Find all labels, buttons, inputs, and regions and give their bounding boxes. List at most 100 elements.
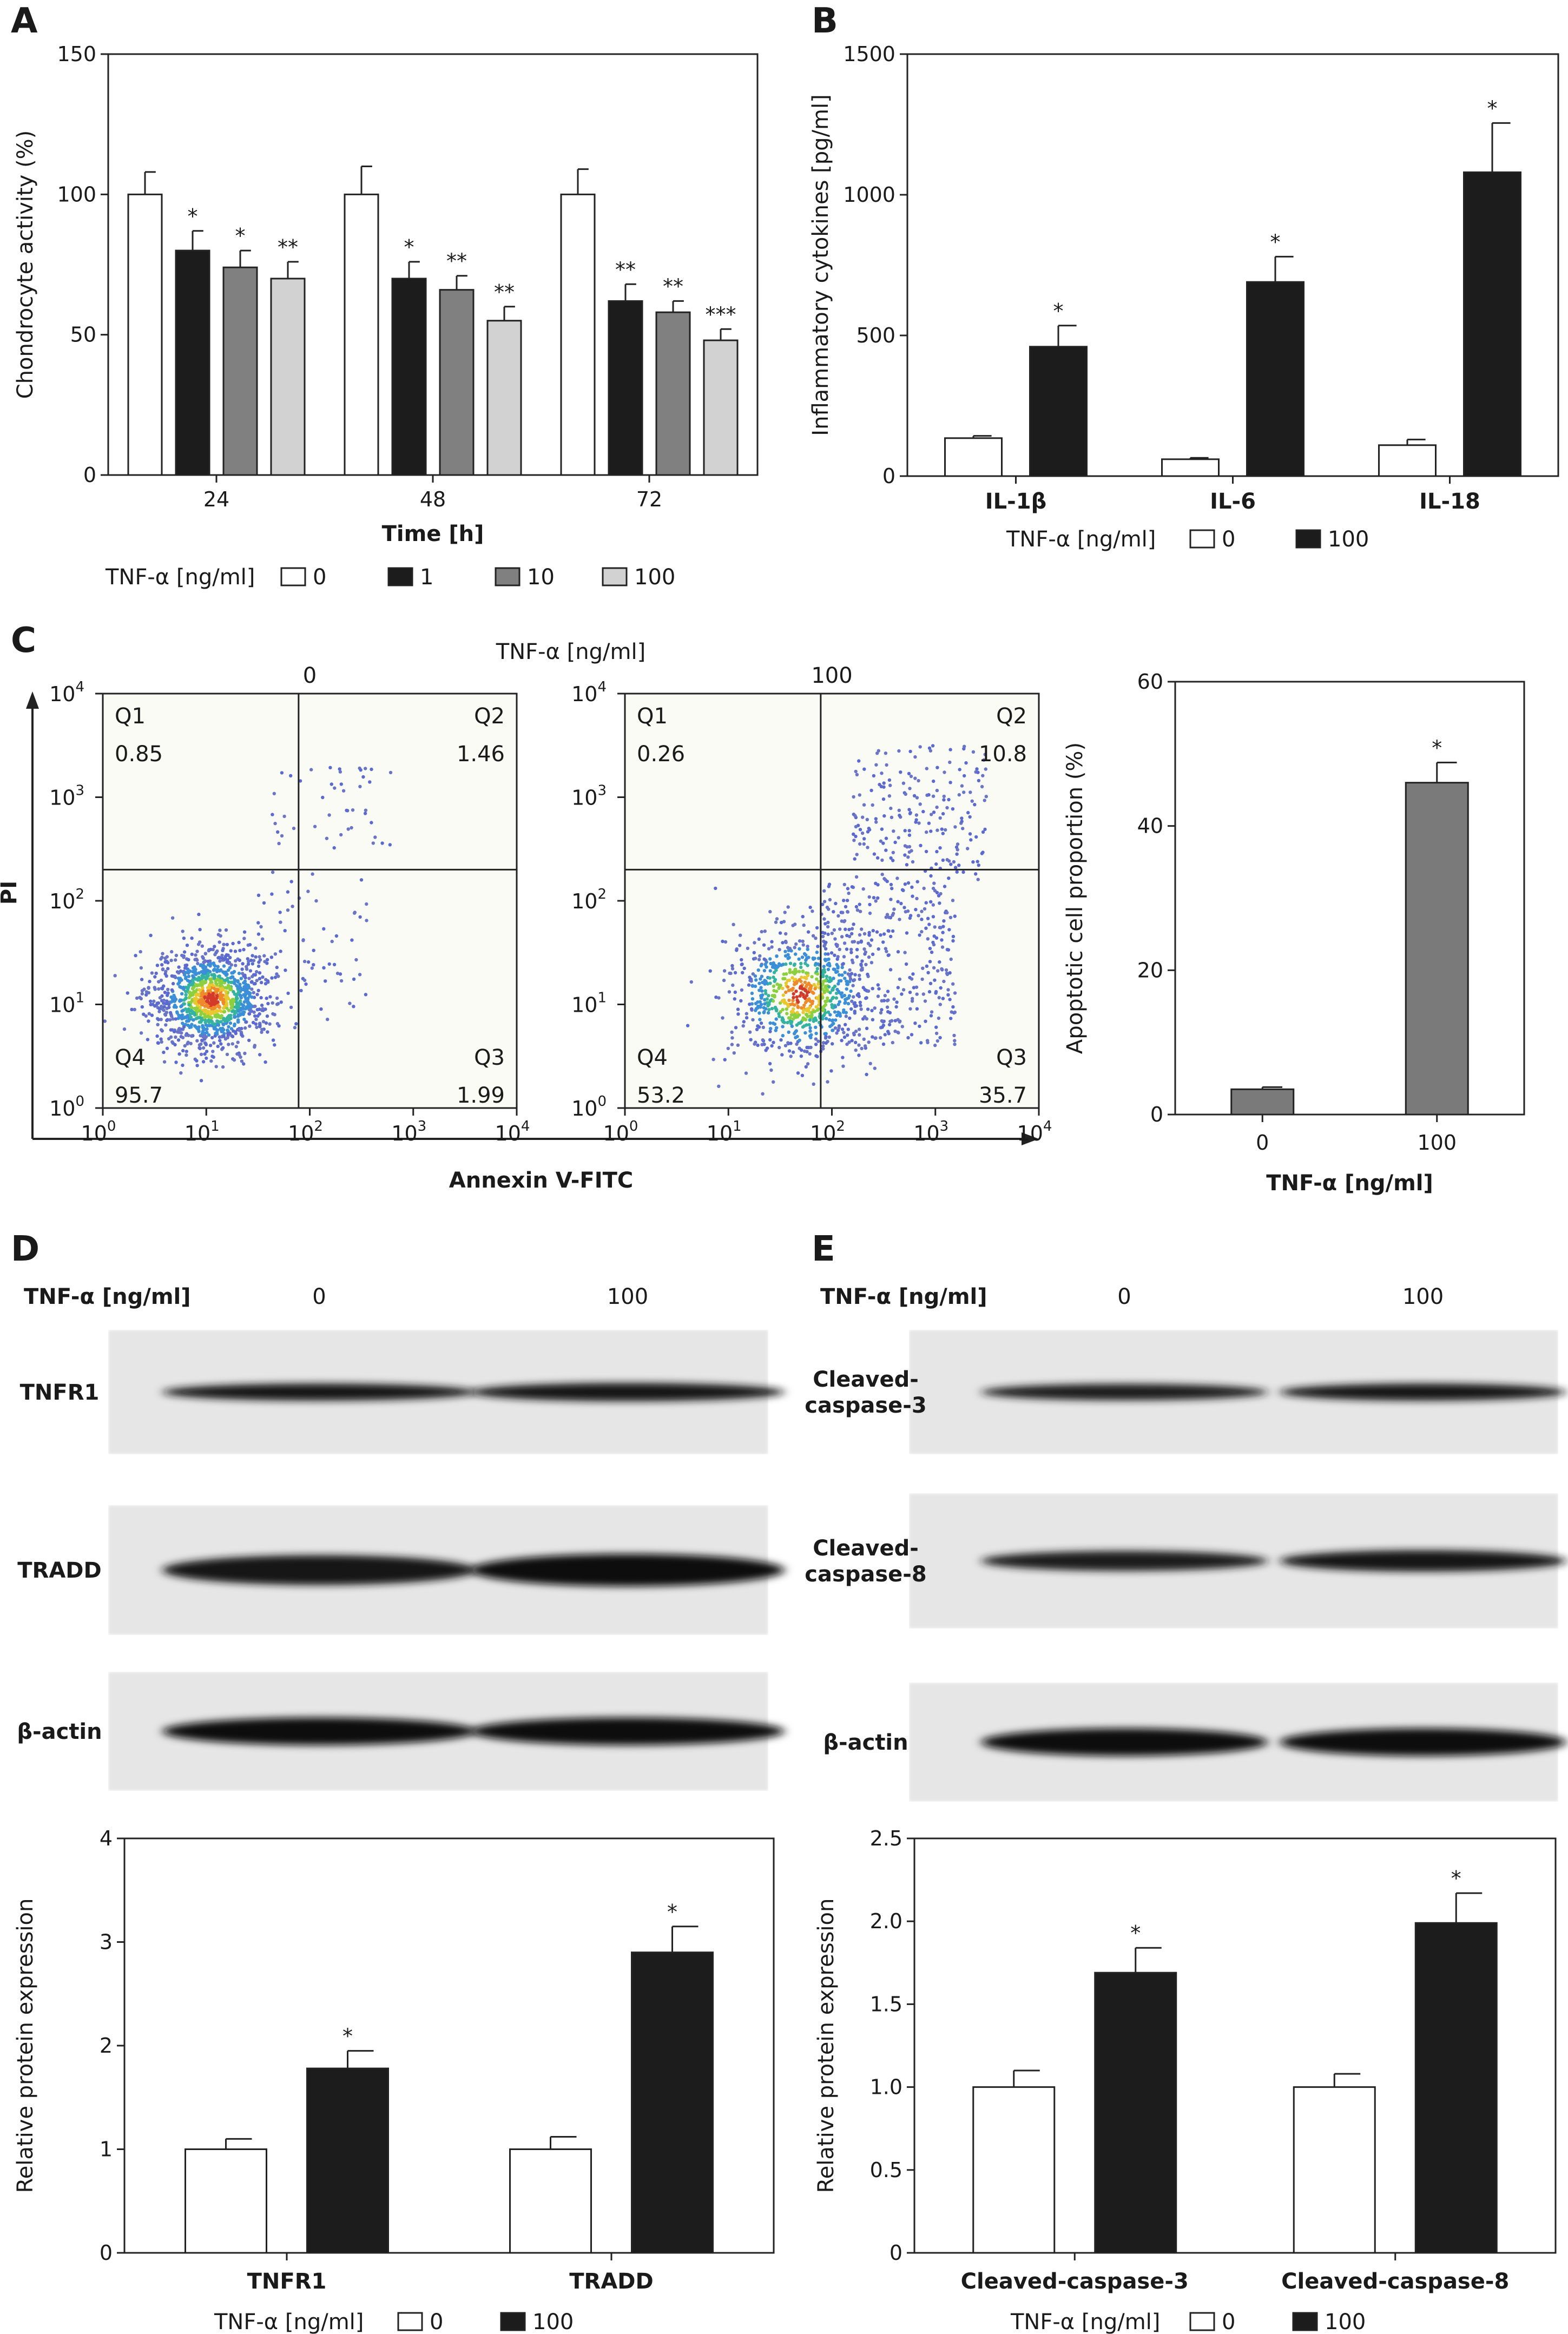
scatter-point: [182, 1025, 186, 1029]
scatter-point: [792, 995, 795, 999]
scatter-point: [260, 1003, 264, 1007]
y-tick-label: 1000: [843, 183, 895, 207]
scatter-point: [277, 841, 281, 846]
scatter-point: [757, 1011, 761, 1015]
scatter-point: [810, 975, 814, 979]
scatter-point: [833, 953, 836, 957]
scatter-point: [808, 988, 812, 992]
scatter-point: [869, 961, 874, 965]
scatter-point: [174, 958, 177, 962]
scatter-point: [915, 1007, 919, 1011]
scatter-point: [826, 925, 830, 929]
scatter-point: [864, 996, 868, 1000]
scatter-point: [234, 964, 238, 967]
scatter-point: [170, 950, 174, 954]
y-tick-label: 4: [100, 1827, 113, 1850]
scatter-point: [763, 1002, 767, 1006]
x-category-label: TNFR1: [247, 2269, 327, 2294]
scatter-point: [210, 1001, 214, 1005]
scatter-point: [830, 1005, 834, 1009]
scatter-point: [817, 1003, 821, 1007]
scatter-point: [843, 971, 847, 974]
scatter-point: [263, 1060, 267, 1064]
scatter-point: [714, 995, 718, 999]
bar: [703, 339, 739, 476]
scatter-point: [169, 959, 173, 962]
scatter-point: [803, 975, 807, 980]
scatter-point: [219, 1010, 223, 1013]
scatter-point: [797, 1021, 801, 1025]
scatter-point: [951, 939, 955, 943]
scatter-point: [833, 1005, 838, 1009]
scatter-point: [826, 920, 830, 925]
scatter-point: [219, 1020, 223, 1024]
x-category-label: TRADD: [569, 2269, 653, 2294]
scatter-point: [150, 1013, 154, 1017]
scatter-point: [824, 1032, 828, 1036]
scatter-point: [821, 1017, 825, 1021]
scatter-point: [849, 951, 853, 954]
blot-row-label: caspase-3: [805, 1393, 927, 1418]
scatter-point: [940, 945, 945, 949]
scatter-point: [260, 1030, 263, 1034]
scatter-point: [749, 1038, 753, 1041]
scatter-point: [796, 1005, 800, 1008]
scatter-point: [753, 984, 757, 988]
y-tick-label: 100: [49, 1093, 84, 1120]
scatter-point: [732, 1051, 736, 1055]
scatter-point: [835, 957, 839, 961]
scatter-point: [753, 974, 757, 978]
scatter-point: [842, 899, 846, 902]
scatter-point: [152, 999, 156, 1003]
scatter-point: [834, 996, 839, 1000]
scatter-point: [236, 980, 240, 984]
scatter-point: [174, 1060, 178, 1064]
scatter-point: [815, 951, 819, 954]
scatter-point: [868, 902, 872, 907]
scatter-point: [201, 1060, 206, 1064]
scatter-point: [238, 958, 241, 962]
scatter-point: [877, 749, 881, 753]
blot-lane-label: 100: [1402, 1284, 1444, 1309]
scatter-point: [891, 859, 895, 862]
x-tick-exponent: 4: [1043, 1118, 1052, 1135]
scatter-point: [197, 988, 201, 992]
scatter-point: [942, 794, 946, 799]
scatter-point: [935, 891, 939, 895]
scatter-point: [711, 1058, 715, 1061]
scatter-point: [201, 1035, 205, 1039]
plot-background: [103, 694, 517, 1108]
scatter-point: [176, 977, 181, 980]
scatter-point: [951, 934, 956, 939]
scatter-point: [205, 1031, 209, 1034]
scatter-point: [793, 946, 796, 950]
bar: [1405, 782, 1469, 1116]
scatter-point: [806, 947, 809, 951]
scatter-point: [231, 971, 235, 975]
y-tick-exponent: 1: [597, 990, 607, 1006]
scatter-point: [740, 958, 743, 962]
scatter-point: [927, 793, 931, 797]
scatter-point: [823, 940, 827, 944]
scatter-point: [900, 992, 904, 996]
scatter-point: [289, 1005, 293, 1010]
scatter-point: [147, 1019, 150, 1023]
scatter-point: [887, 794, 892, 798]
scatter-point: [220, 953, 224, 958]
scatter-point: [208, 977, 212, 981]
scatter-point: [910, 885, 914, 889]
scatter-point: [975, 767, 979, 771]
plot-background: [625, 694, 1039, 1108]
scatter-point: [312, 963, 315, 967]
scatter-point: [223, 1019, 227, 1023]
scatter-point: [884, 836, 888, 840]
scatter-point: [888, 1019, 892, 1024]
scatter-point: [255, 1025, 259, 1030]
scatter-point: [781, 1007, 785, 1012]
scatter-point: [358, 784, 362, 789]
scatter-point: [188, 1012, 192, 1017]
scatter-point: [229, 963, 233, 967]
scatter-point: [874, 899, 878, 903]
scatter-point: [894, 1005, 898, 1009]
scatter-points: [103, 766, 393, 1083]
